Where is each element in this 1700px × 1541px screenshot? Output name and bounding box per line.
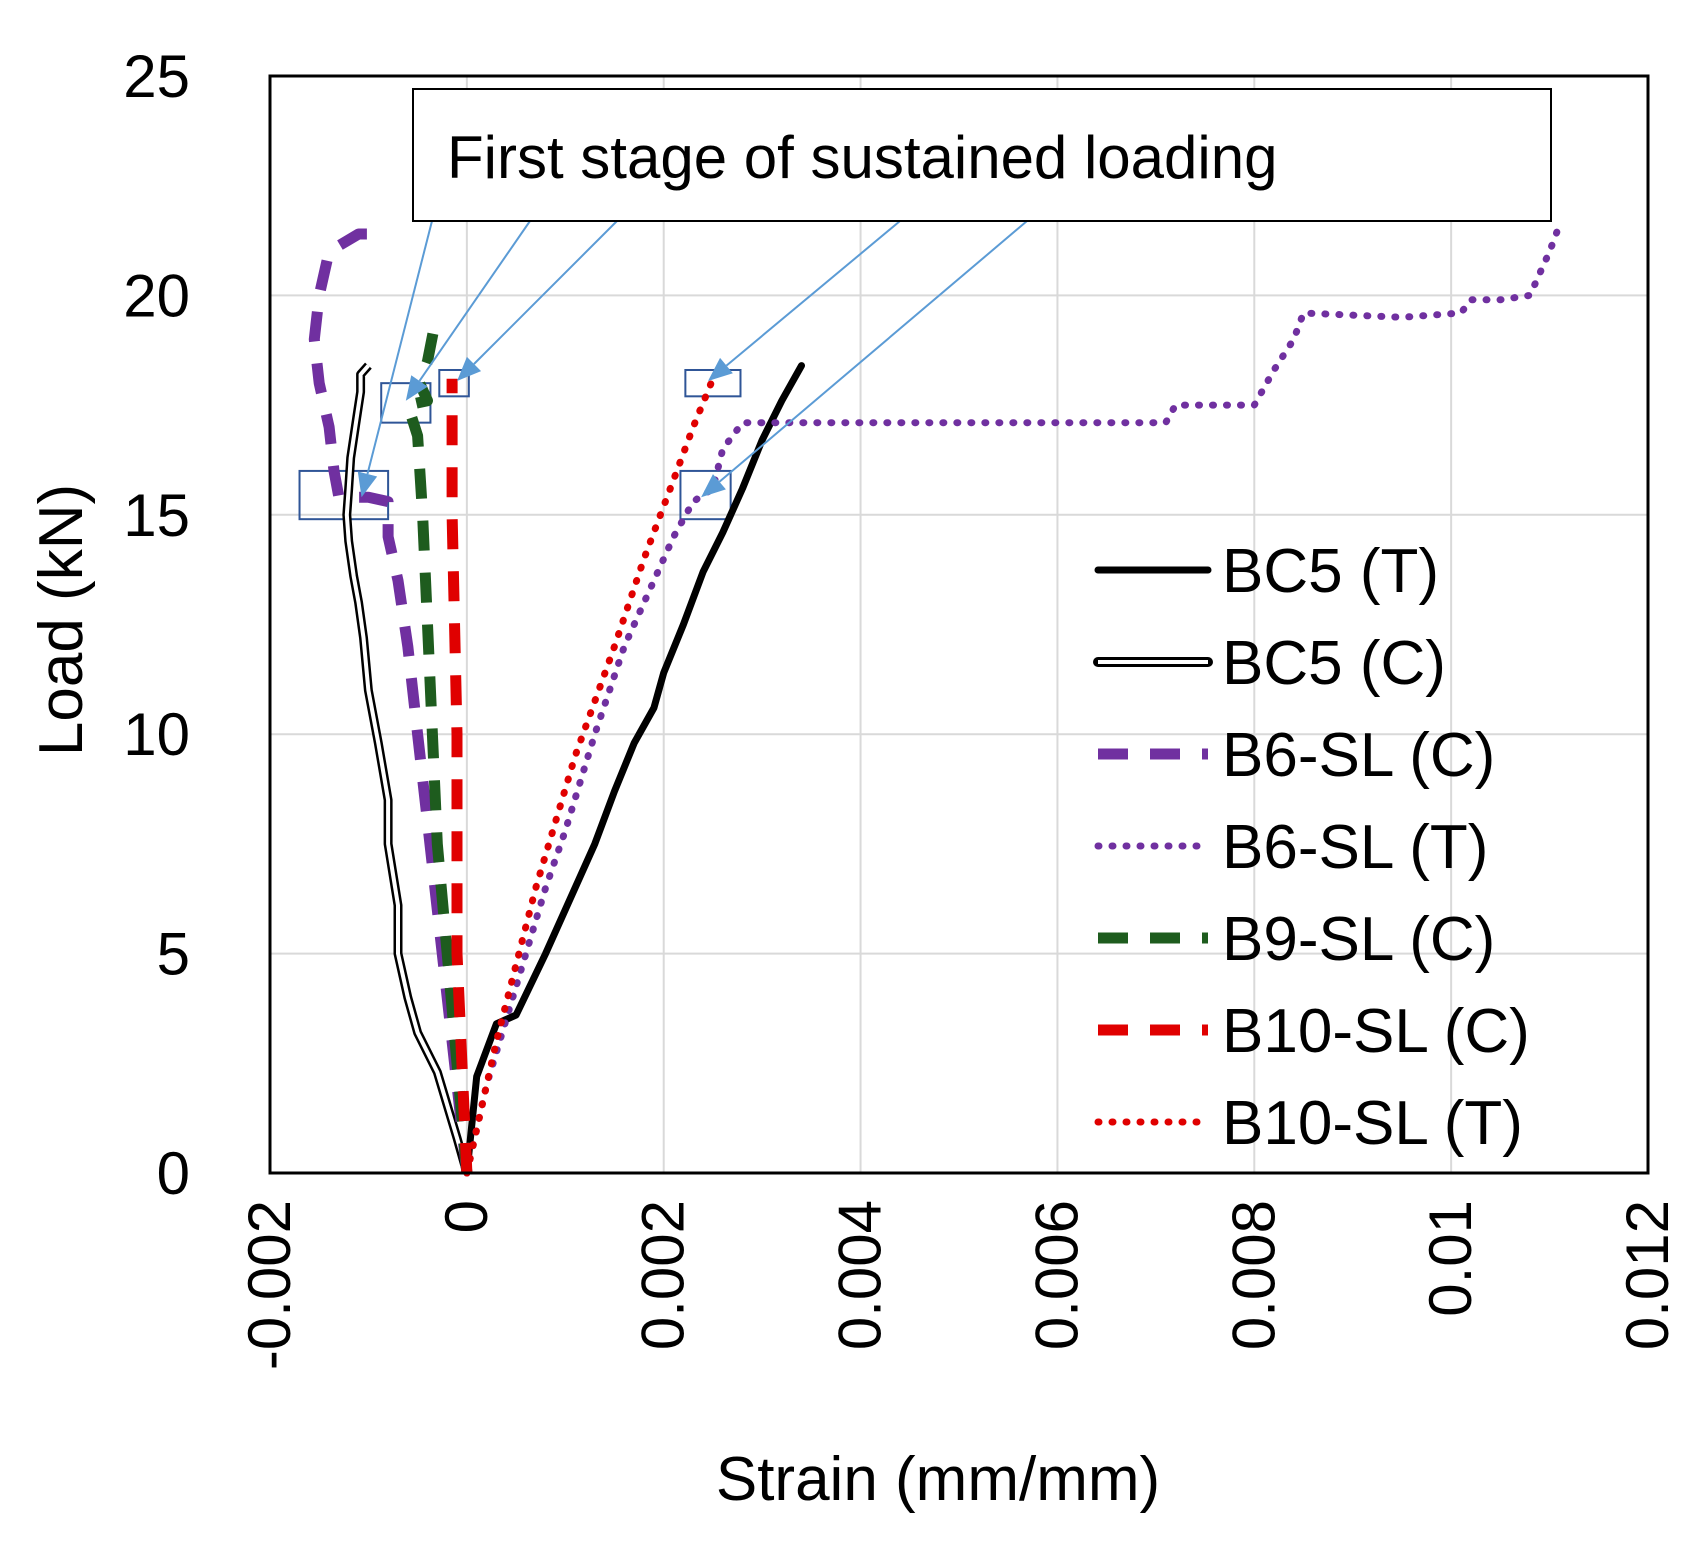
annotation-arrow-head-4 xyxy=(701,474,726,498)
y-tick-label: 15 xyxy=(123,482,190,549)
annotation-text: First stage of sustained loading xyxy=(447,124,1277,191)
y-tick-label: 25 xyxy=(123,43,190,110)
annotation-arrow-head-0 xyxy=(357,471,378,498)
series-line-b9-sl-c xyxy=(402,325,473,1174)
legend: BC5 (T) BC5 (C) B6-SL (C) B6-SL (T) B9-SL (C… xyxy=(1093,537,1530,1158)
y-axis-label: Load (kN) xyxy=(27,484,96,756)
x-tick-label: 0.004 xyxy=(827,1200,894,1350)
y-tick-label: 0 xyxy=(157,1140,190,1207)
annotation-arrow-head-1 xyxy=(405,375,428,401)
highlight-box-3 xyxy=(684,368,742,398)
x-tick-label: 0.002 xyxy=(630,1200,697,1350)
annotation-arrows xyxy=(357,220,1028,498)
highlight-box-2 xyxy=(438,368,470,398)
series-line-b10-sl-c xyxy=(446,378,473,1174)
series-line-b6-sl-c xyxy=(308,228,473,1174)
legend-label-b6-sl-c: B6-SL (C) xyxy=(1222,721,1495,790)
legend-label-bc5-c: BC5 (C) xyxy=(1222,629,1446,698)
plot-frame xyxy=(268,74,1650,1175)
legend-label-b6-sl-t: B6-SL (T) xyxy=(1222,813,1488,882)
annotation-arrow-3 xyxy=(725,220,901,367)
series-line-b10-sl-t xyxy=(463,375,717,1177)
highlight-box-4 xyxy=(679,469,732,521)
highlight-boxes xyxy=(298,368,742,521)
y-tick-label: 20 xyxy=(123,262,190,329)
legend-label-b9-sl-c: B9-SL (C) xyxy=(1222,905,1495,974)
x-tick-label: 0.01 xyxy=(1417,1200,1484,1317)
legend-label-b10-sl-c: B10-SL (C) xyxy=(1222,997,1530,1066)
series-line-bc5-c xyxy=(344,364,469,1174)
series-line-bc5-t xyxy=(463,362,805,1177)
x-tick-label: 0.006 xyxy=(1023,1200,1090,1350)
axis-ticks: 0 5 10 15 20 25 -0.002 0 0.002 0.004 0.006 0.008 0.0… xyxy=(123,43,1681,1370)
x-axis-label: Strain (mm/mm) xyxy=(716,1445,1160,1514)
x-tick-label: 0.008 xyxy=(1220,1200,1287,1350)
series-lines xyxy=(308,221,1563,1177)
annotation-arrow-4 xyxy=(718,220,1028,483)
annotation-arrow-0 xyxy=(366,220,433,475)
y-tick-label: 5 xyxy=(157,921,190,988)
annotation-box xyxy=(412,88,1552,222)
x-tick-label: 0 xyxy=(433,1200,500,1233)
legend-label-bc5-t: BC5 (T) xyxy=(1222,537,1439,606)
annotation-arrow-head-3 xyxy=(708,357,733,381)
series-line-b6-sl-t xyxy=(463,221,1563,1177)
legend-label-b10-sl-t: B10-SL (T) xyxy=(1222,1089,1523,1158)
x-tick-label: 0.012 xyxy=(1614,1200,1681,1350)
y-tick-label: 10 xyxy=(123,701,190,768)
x-tick-label: -0.002 xyxy=(236,1200,303,1370)
annotation: First stage of sustained loading xyxy=(412,88,1552,222)
annotation-arrow-1 xyxy=(418,220,531,382)
annotation-arrow-head-2 xyxy=(457,356,482,381)
annotation-arrow-2 xyxy=(473,220,618,365)
